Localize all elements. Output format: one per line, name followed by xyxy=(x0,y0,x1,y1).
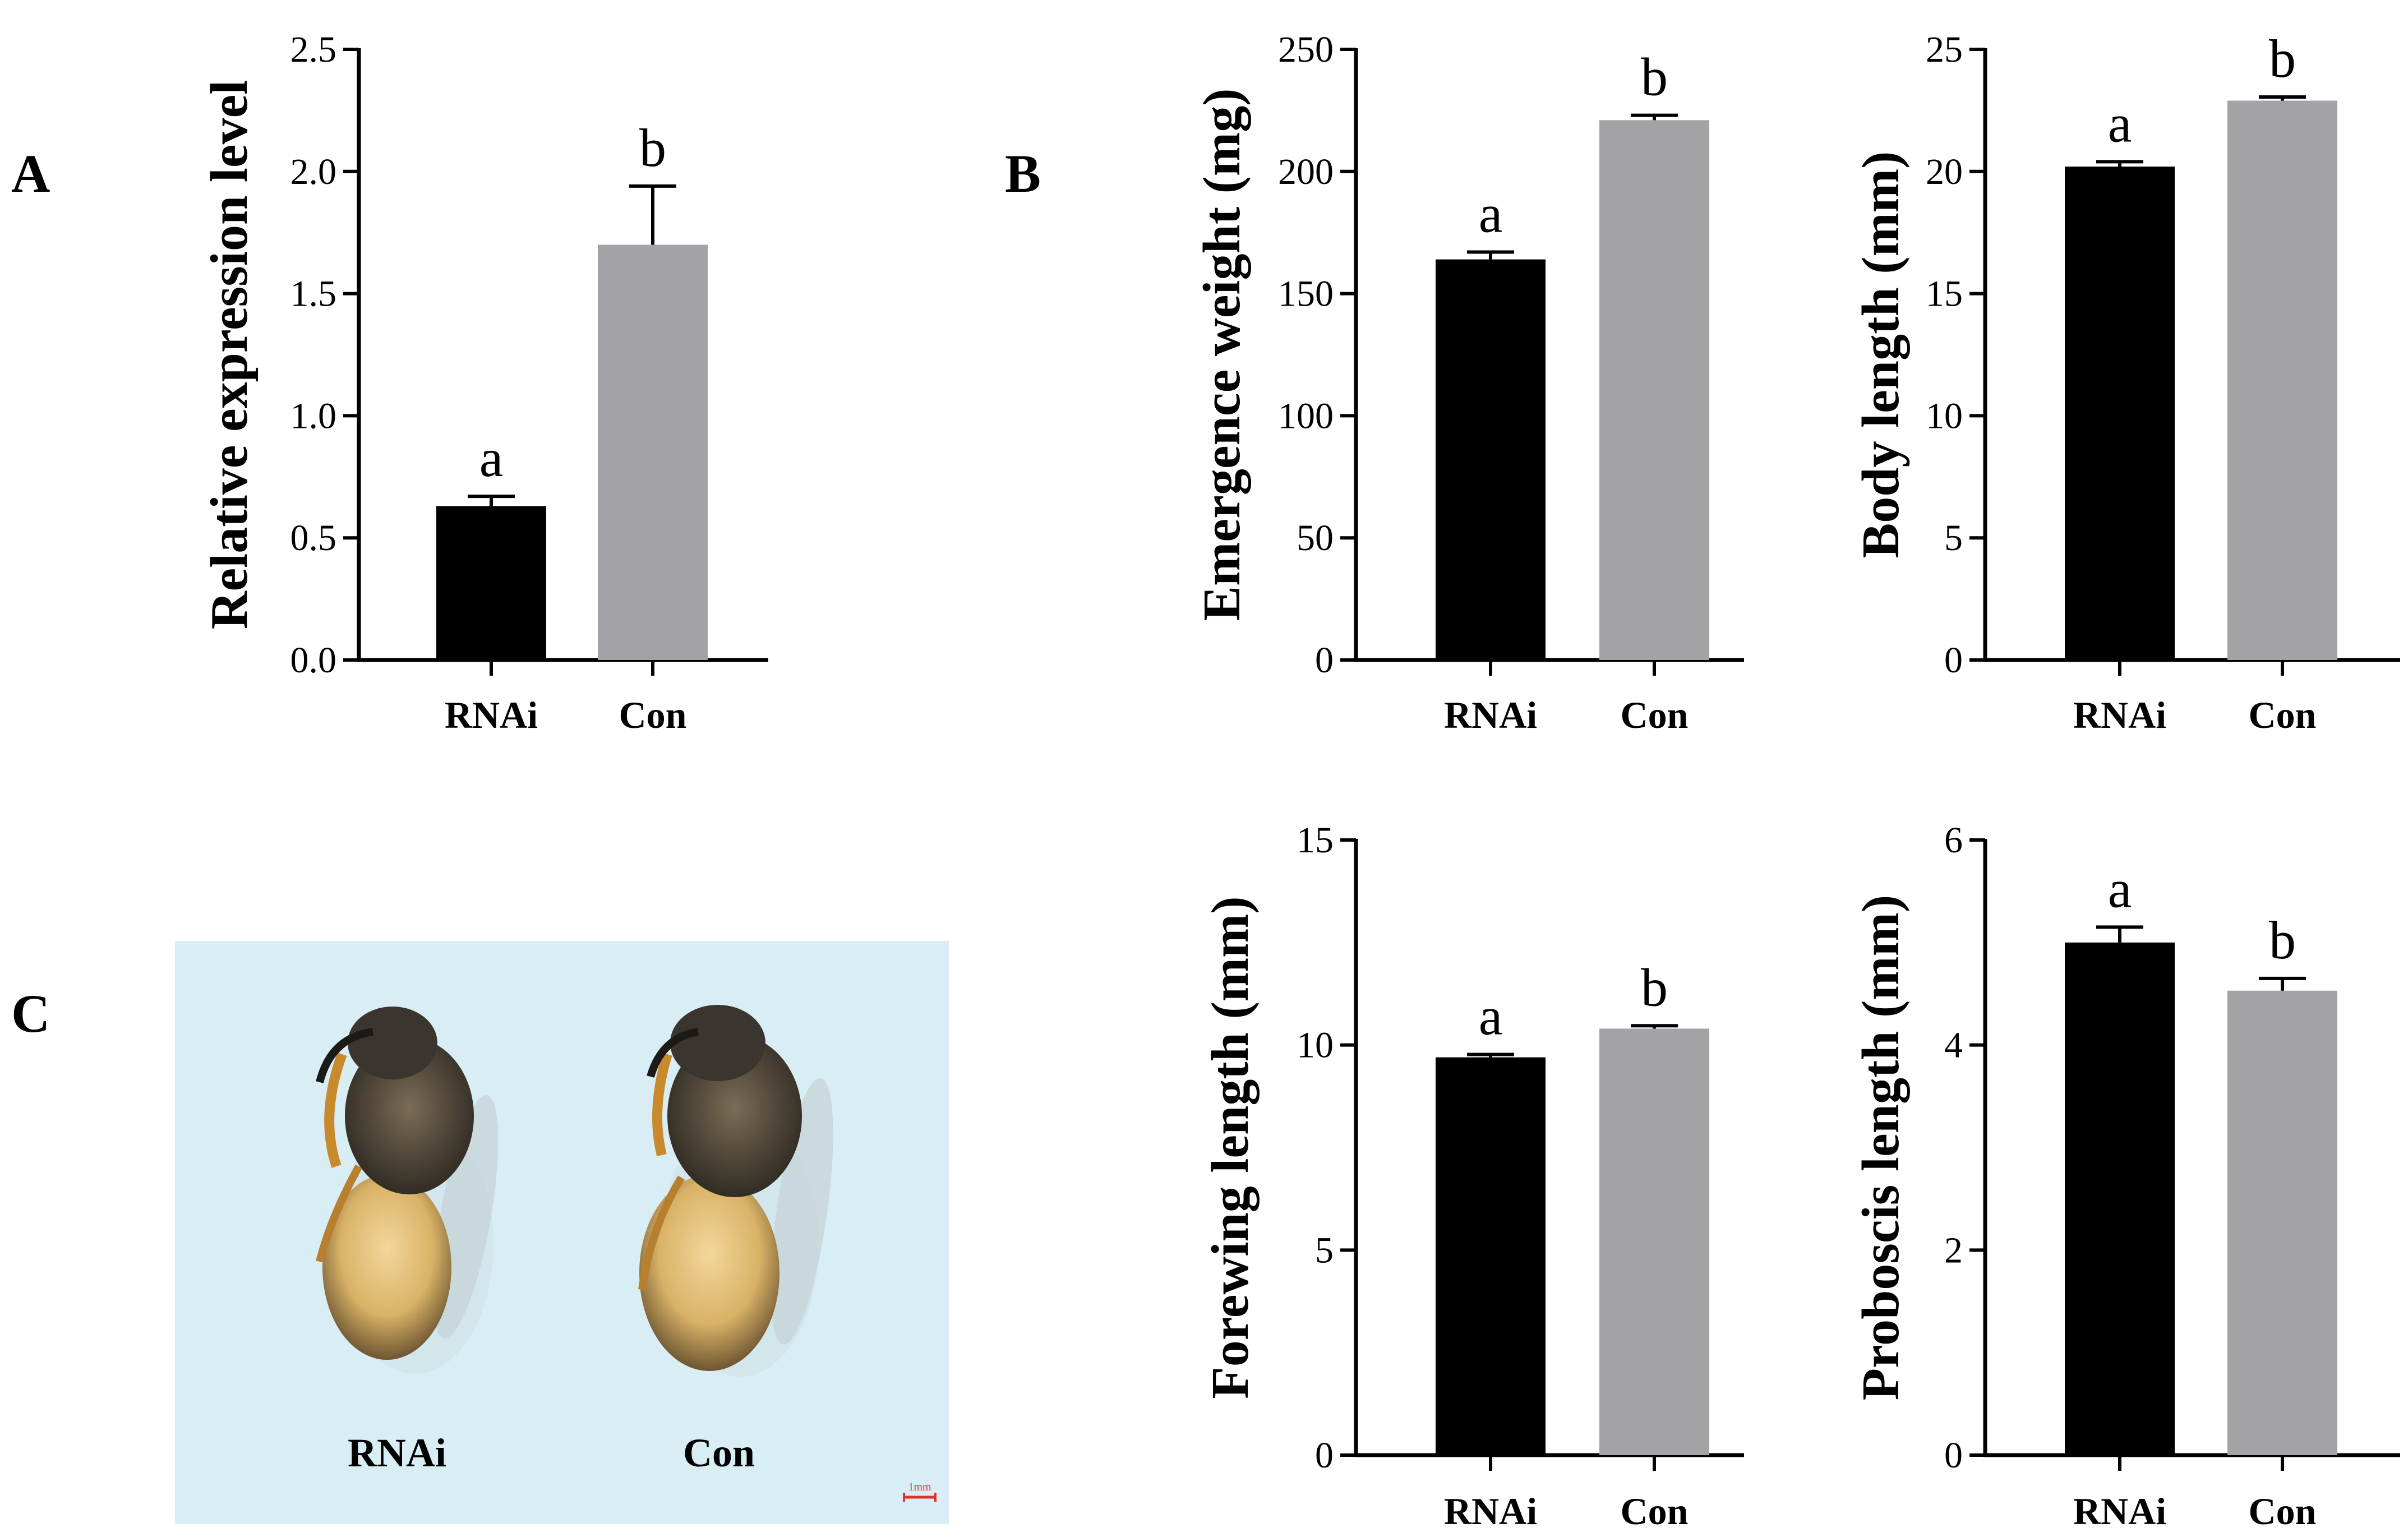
category-label: Con xyxy=(2249,1490,2317,1533)
y-tick-label: 0 xyxy=(1944,640,1963,681)
y-tick-label: 50 xyxy=(1297,518,1334,559)
y-tick-label: 2.5 xyxy=(290,29,337,70)
y-tick-label: 10 xyxy=(1926,395,1963,436)
y-tick-label: 0 xyxy=(1944,1435,1963,1476)
y-tick-label: 0 xyxy=(1315,640,1334,681)
y-tick-label: 15 xyxy=(1926,274,1963,315)
y-tick-label: 2.0 xyxy=(290,151,337,192)
chart-relative-expression: 0.0 0.5 1.0 1.5 2.0 2.5 Relative expression le… xyxy=(200,29,768,736)
y-tick-label: 200 xyxy=(1278,151,1334,192)
category-label: Con xyxy=(1621,694,1689,736)
panel-label-b: B xyxy=(1005,144,1041,204)
chart-emergence-weight: 0 50 100 150 200 250 Emergence weight (mg) a RNA… xyxy=(1193,29,1744,736)
y-axis-label: Emergence weight (mg) xyxy=(1193,88,1251,621)
y-axis-label: Body length (mm) xyxy=(1852,151,1910,559)
y-axis-label: Relative expression level xyxy=(200,80,259,630)
y-tick-label: 25 xyxy=(1926,29,1963,70)
y-axis-label: Forewing length (mm) xyxy=(1201,896,1260,1398)
significance-letter: a xyxy=(1479,986,1503,1046)
y-tick-label: 0 xyxy=(1315,1435,1334,1476)
y-tick-label: 0.5 xyxy=(290,518,337,559)
chart-forewing-length: 0 5 10 15 Forewing length (mm) a RNAi b Con xyxy=(1201,820,1744,1533)
scale-bar-label: 1mm xyxy=(908,1481,931,1493)
y-tick-label: 5 xyxy=(1315,1230,1334,1271)
bar-con xyxy=(2227,990,2337,1455)
category-label: RNAi xyxy=(1444,694,1537,736)
y-tick-label: 1.0 xyxy=(290,395,337,436)
significance-letter: a xyxy=(1479,184,1503,244)
chart-body-length: 0 5 10 15 20 25 Body length (mm) a RNAi b Con xyxy=(1852,29,2400,736)
category-label: Con xyxy=(619,694,687,736)
bar-rnai xyxy=(2065,942,2175,1455)
category-label: RNAi xyxy=(1444,1490,1537,1533)
significance-letter: b xyxy=(639,118,666,178)
y-tick-label: 2 xyxy=(1944,1230,1963,1271)
category-label: Con xyxy=(2249,694,2317,736)
significance-letter: b xyxy=(1641,47,1668,107)
significance-letter: a xyxy=(2108,858,2132,918)
y-tick-label: 4 xyxy=(1944,1025,1963,1066)
bar-con xyxy=(1599,1028,1709,1455)
bar-rnai xyxy=(436,506,546,660)
category-label: Con xyxy=(1621,1490,1689,1533)
bee-rnai-image xyxy=(316,1007,499,1374)
bee-photo-panel: RNAi Con 1mm xyxy=(175,941,949,1524)
y-tick-label: 6 xyxy=(1944,820,1963,861)
y-axis-label: Proboscis length (mm) xyxy=(1852,895,1910,1401)
y-tick-label: 1.5 xyxy=(290,274,337,315)
y-tick-label: 0.0 xyxy=(290,640,337,681)
y-tick-label: 250 xyxy=(1278,29,1334,70)
y-tick-label: 5 xyxy=(1944,518,1963,559)
photo-label-con: Con xyxy=(683,1430,755,1475)
photo-background xyxy=(175,941,949,1524)
category-label: RNAi xyxy=(2073,694,2166,736)
bar-rnai xyxy=(1436,259,1546,661)
bar-rnai xyxy=(2065,167,2175,660)
bar-con xyxy=(2227,100,2337,660)
y-tick-label: 100 xyxy=(1278,395,1334,436)
category-label: RNAi xyxy=(2073,1490,2166,1533)
chart-proboscis-length: 0 2 4 6 Proboscis length (mm) a RNAi b Con xyxy=(1852,820,2400,1533)
bar-con xyxy=(1599,120,1709,661)
y-tick-label: 10 xyxy=(1297,1025,1334,1066)
y-tick-label: 20 xyxy=(1926,151,1963,192)
bar-con xyxy=(598,244,708,661)
bar-rnai xyxy=(1436,1057,1546,1455)
significance-letter: a xyxy=(479,428,504,488)
panel-label-c: C xyxy=(11,984,50,1044)
significance-letter: b xyxy=(2269,910,2296,970)
significance-letter: b xyxy=(1641,957,1668,1017)
y-tick-label: 15 xyxy=(1297,820,1334,861)
category-label: RNAi xyxy=(445,694,538,736)
significance-letter: a xyxy=(2108,93,2132,153)
photo-label-rnai: RNAi xyxy=(348,1430,446,1475)
significance-letter: b xyxy=(2269,29,2296,89)
bee-con-image xyxy=(638,1005,833,1377)
panel-label-a: A xyxy=(11,144,50,204)
y-tick-label: 150 xyxy=(1278,274,1334,315)
